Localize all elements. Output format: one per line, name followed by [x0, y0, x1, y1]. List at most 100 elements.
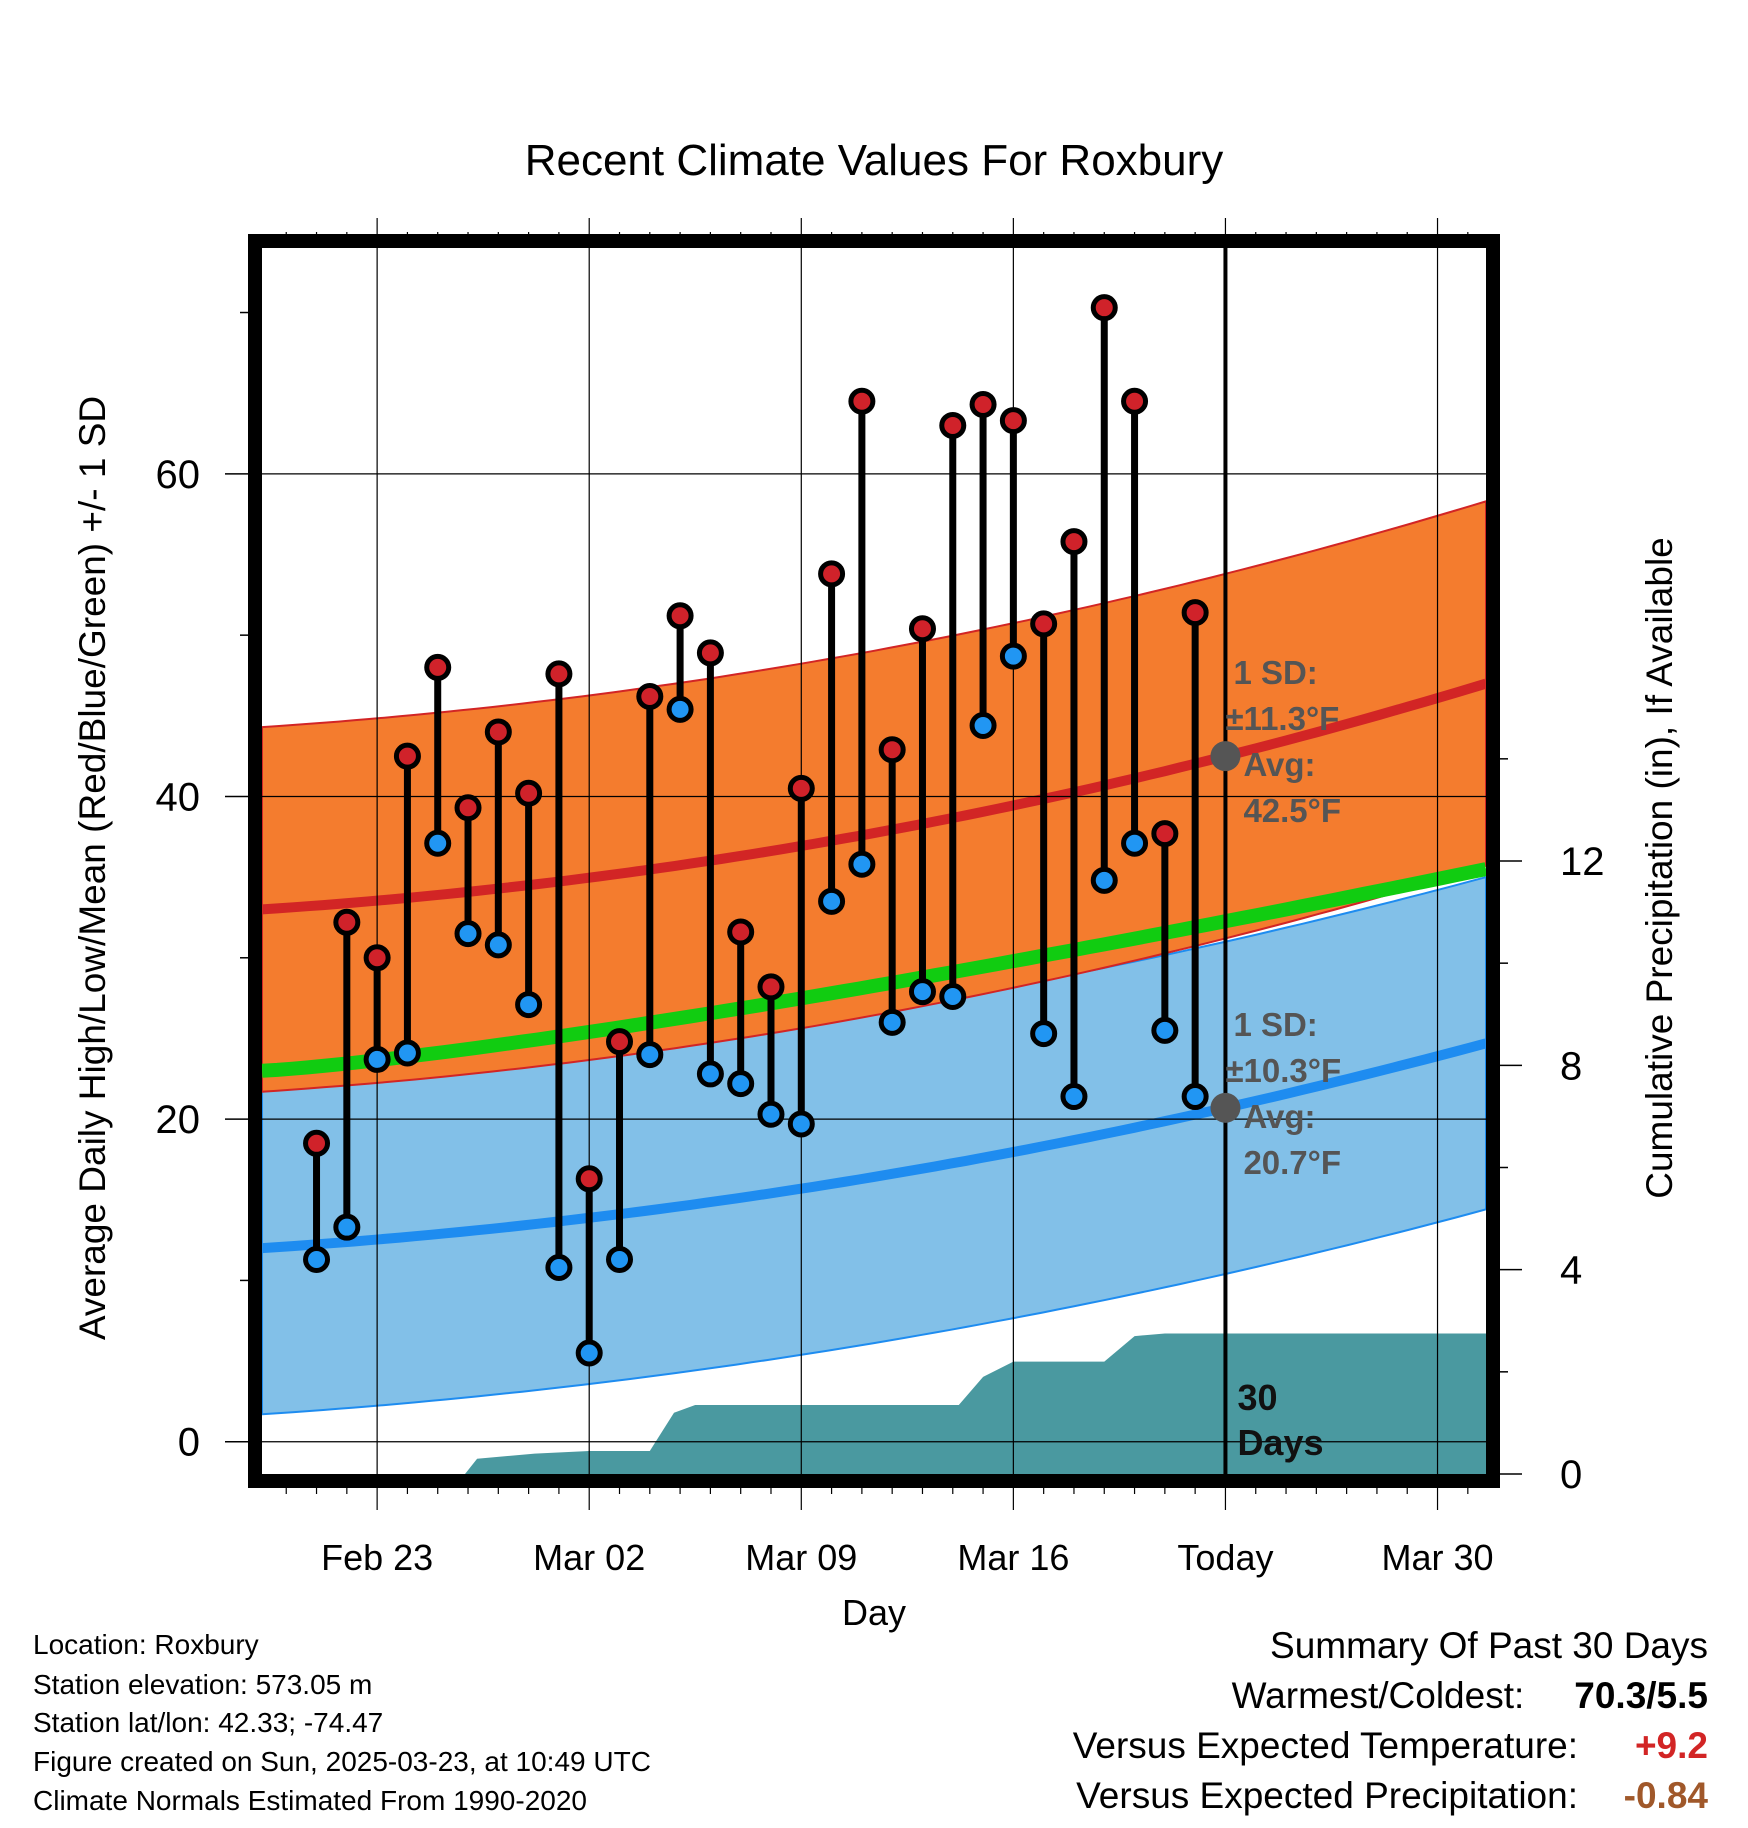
y2-tick-label: 4	[1560, 1249, 1582, 1293]
normal-low-line	[262, 1038, 1486, 1254]
daily-high-point	[787, 774, 815, 802]
x-tick-label: Today	[1177, 1537, 1273, 1578]
today-high-avg-marker	[1210, 741, 1241, 772]
daily-high-point	[999, 407, 1027, 435]
daily-low-point	[969, 711, 997, 739]
data-marks	[303, 248, 1228, 1474]
axes: 0 20 40 60 0 4 8 12 Feb 23 Mar 02 Mar 09 Mar 16 Toda…	[156, 218, 1605, 1578]
daily-high-point	[848, 387, 876, 415]
daily-high-point	[303, 1129, 331, 1157]
summary-warmest-coldest: Warmest/Coldest: 70.3/5.5	[1232, 1675, 1708, 1717]
daily-low-point	[454, 920, 482, 948]
footer-elevation: Station elevation: 573.05 m	[33, 1669, 373, 1700]
daily-high-point	[363, 944, 391, 972]
y2-tick-label: 0	[1560, 1453, 1582, 1497]
daily-low-point	[787, 1110, 815, 1138]
summary-temperature: Versus Expected Temperature: +9.2	[1073, 1725, 1708, 1767]
daily-low-point	[575, 1339, 603, 1367]
daily-low-point	[484, 931, 512, 959]
daily-low-point	[848, 850, 876, 878]
y2-tick-label: 12	[1560, 840, 1605, 884]
daily-low-point	[908, 978, 936, 1006]
x-tick-label: Mar 09	[745, 1537, 857, 1578]
daily-low-point	[636, 1041, 664, 1069]
high-annotation-line: Avg:	[1243, 746, 1315, 783]
summary-precip-value: -0.84	[1623, 1775, 1708, 1816]
precip-area	[262, 1333, 1486, 1474]
y-tick-label: 20	[156, 1098, 201, 1142]
window-label-unit: Days	[1237, 1422, 1323, 1463]
x-tick-label: Feb 23	[321, 1537, 433, 1578]
daily-high-point	[939, 411, 967, 439]
daily-high-point	[1181, 599, 1209, 627]
daily-low-point	[757, 1100, 785, 1128]
daily-low-point	[303, 1245, 331, 1273]
annotations: 1 SD: ±11.3°F Avg: 42.5°F 1 SD: ±10.3°F Avg: 20…	[1210, 654, 1341, 1463]
high-annotation-line: ±11.3°F	[1225, 700, 1339, 737]
daily-high-point	[757, 973, 785, 1001]
daily-high-point	[1151, 820, 1179, 848]
window-label-number: 30	[1237, 1377, 1277, 1418]
daily-low-point	[1121, 829, 1149, 857]
chart-title: Recent Climate Values For Roxbury	[525, 136, 1224, 185]
summary-title: Summary Of Past 30 Days	[1270, 1625, 1708, 1666]
y-tick-label: 60	[156, 453, 201, 497]
footer-latlon: Station lat/lon: 42.33; -74.47	[33, 1707, 384, 1738]
daily-high-point	[575, 1165, 603, 1193]
daily-high-point	[333, 908, 361, 936]
y-tick-label: 40	[156, 775, 201, 819]
daily-low-point	[393, 1039, 421, 1067]
daily-high-point	[908, 615, 936, 643]
daily-high-point	[1060, 528, 1088, 556]
daily-high-point	[1121, 387, 1149, 415]
x-tick-label: Mar 16	[957, 1537, 1069, 1578]
daily-low-point	[818, 887, 846, 915]
daily-low-point	[1030, 1020, 1058, 1048]
daily-low-point	[1151, 1016, 1179, 1044]
daily-low-point	[939, 983, 967, 1011]
daily-high-point	[424, 653, 452, 681]
daily-high-point	[727, 918, 755, 946]
daily-low-point	[515, 991, 543, 1019]
daily-high-point	[454, 794, 482, 822]
footer-created: Figure created on Sun, 2025-03-23, at 10…	[33, 1746, 651, 1777]
daily-low-point	[545, 1254, 573, 1282]
daily-low-point	[363, 1045, 391, 1073]
daily-high-point	[878, 736, 906, 764]
y-axis-label: Average Daily High/Low/Mean (Red/Blue/Gr…	[72, 396, 113, 1340]
daily-high-point	[484, 718, 512, 746]
low-annotation-line: Avg:	[1243, 1098, 1315, 1135]
y-tick-label: 0	[178, 1421, 200, 1465]
x-axis-label: Day	[842, 1592, 906, 1633]
daily-low-point	[333, 1213, 361, 1241]
low-annotation-line: ±10.3°F	[1225, 1052, 1341, 1089]
summary-precipitation: Versus Expected Precipitation: -0.84	[1076, 1775, 1708, 1817]
daily-low-point	[696, 1060, 724, 1088]
daily-high-point	[515, 779, 543, 807]
daily-high-point	[1090, 294, 1118, 322]
daily-high-point	[969, 390, 997, 418]
summary-temp-value: +9.2	[1634, 1725, 1708, 1766]
daily-low-point	[999, 642, 1027, 670]
daily-low-point	[666, 695, 694, 723]
x-tick-label: Mar 30	[1382, 1537, 1494, 1578]
daily-low-point	[606, 1245, 634, 1273]
low-annotation-line: 1 SD:	[1233, 1006, 1317, 1043]
daily-high-point	[393, 742, 421, 770]
summary-temp-label: Versus Expected Temperature:	[1072, 1725, 1578, 1766]
low-annotation-line: 20.7°F	[1243, 1144, 1341, 1181]
daily-low-point	[1181, 1083, 1209, 1111]
today-low-avg-marker	[1210, 1092, 1241, 1123]
high-annotation-line: 1 SD:	[1233, 654, 1317, 691]
daily-low-point	[1060, 1083, 1088, 1111]
footer-normals: Climate Normals Estimated From 1990-2020	[33, 1785, 587, 1816]
y2-axis-label: Cumulative Precipitation (in), If Availa…	[1639, 537, 1680, 1199]
summary-warmest-coldest-label: Warmest/Coldest:	[1231, 1675, 1525, 1716]
daily-high-point	[666, 602, 694, 630]
normal-mean-line	[262, 862, 1486, 1078]
daily-low-point	[424, 829, 452, 857]
x-tick-label: Mar 02	[533, 1537, 645, 1578]
footer-location: Location: Roxbury	[33, 1629, 259, 1660]
daily-high-point	[606, 1028, 634, 1056]
